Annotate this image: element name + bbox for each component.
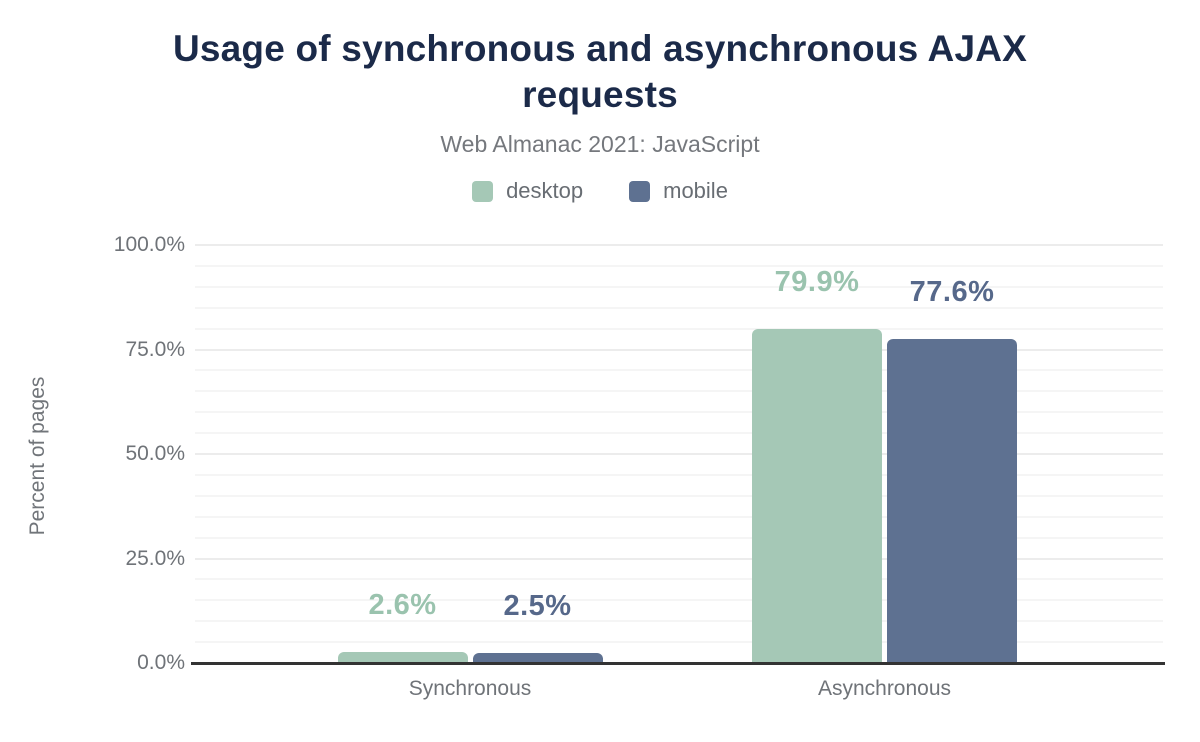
- value-label-asynchronous-mobile: 77.6%: [909, 276, 995, 308]
- y-tick-label-250: 25.0%: [125, 546, 185, 570]
- mobile-swatch-icon: [629, 180, 651, 202]
- x-category-label-synchronous: Synchronous: [408, 677, 532, 700]
- gridline-10: [195, 620, 1163, 623]
- y-tick-label-00: 0.0%: [137, 651, 185, 674]
- bar-synchronous-mobile[interactable]: [472, 653, 603, 663]
- y-tick-label-500: 50.0%: [125, 442, 185, 465]
- gridline-90: [195, 285, 1163, 288]
- gridline-15: [195, 599, 1163, 602]
- legend: desktop mobile: [0, 178, 1200, 204]
- value-label-synchronous-mobile: 2.5%: [503, 590, 572, 622]
- gridline-30: [195, 536, 1163, 539]
- value-label-synchronous-desktop: 2.6%: [368, 589, 437, 621]
- y-tick-label-1000: 100.0%: [113, 233, 185, 256]
- gridline-55: [195, 432, 1163, 435]
- gridline-20: [195, 578, 1163, 581]
- gridline-60: [195, 411, 1163, 414]
- gridline-80: [195, 327, 1163, 330]
- gridline-35: [195, 515, 1163, 518]
- gridline-70: [195, 369, 1163, 372]
- legend-label-desktop: desktop: [506, 178, 584, 203]
- y-tick-label-750: 75.0%: [125, 337, 185, 361]
- gridline-25: [195, 557, 1163, 560]
- gridline-85: [195, 306, 1163, 309]
- legend-item-mobile[interactable]: mobile: [629, 178, 728, 204]
- gridline-100: [195, 244, 1163, 246]
- x-category-label-asynchronous: Asynchronous: [817, 677, 952, 700]
- value-label-asynchronous-desktop: 79.9%: [774, 266, 860, 298]
- gridline-5: [195, 641, 1163, 644]
- chart-title: Usage of synchronous and asynchronous AJ…: [172, 28, 1028, 116]
- gridline-40: [195, 494, 1163, 497]
- plot-area: 2.6% 2.5% Synchronous 79.9% 77.6% Asynchronou…: [191, 244, 1165, 700]
- bar-asynchronous-mobile[interactable]: [887, 339, 1017, 663]
- bar-synchronous-desktop[interactable]: [337, 652, 468, 663]
- gridline-95: [195, 264, 1163, 267]
- gridline-75: [195, 348, 1163, 351]
- gridline-50: [195, 453, 1163, 455]
- x-axis-line: [191, 662, 1165, 665]
- legend-item-desktop[interactable]: desktop: [472, 178, 583, 204]
- bar-asynchronous-desktop[interactable]: [752, 329, 882, 663]
- gridline-65: [195, 390, 1163, 393]
- gridline-45: [195, 473, 1163, 476]
- chart-subtitle: Web Almanac 2021: JavaScript: [440, 131, 760, 157]
- legend-label-mobile: mobile: [663, 178, 728, 203]
- desktop-swatch-icon: [472, 180, 494, 202]
